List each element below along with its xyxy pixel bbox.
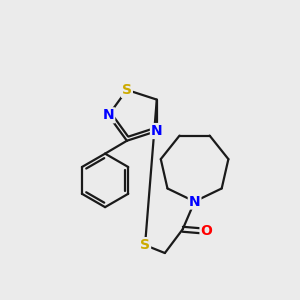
Text: N: N — [189, 194, 200, 208]
Text: N: N — [151, 124, 163, 138]
Text: S: S — [122, 83, 132, 97]
Text: N: N — [103, 108, 114, 122]
Text: S: S — [140, 238, 150, 252]
Text: O: O — [200, 224, 212, 238]
